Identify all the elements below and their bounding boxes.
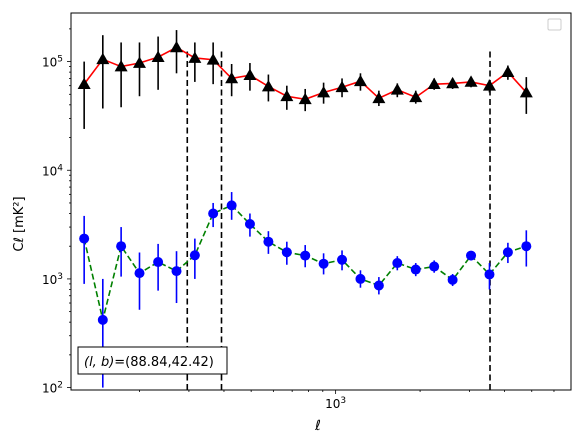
series-1-point-22 — [484, 269, 495, 280]
series-0-point-20 — [446, 76, 460, 89]
series-0-point-21 — [464, 75, 478, 87]
series-1-point-0 — [79, 233, 90, 244]
series-1-point-11 — [281, 247, 292, 258]
plot-area — [77, 30, 533, 390]
series-1-point-10 — [263, 236, 274, 247]
series-1-point-19 — [429, 261, 440, 272]
series-1-point-13 — [318, 258, 329, 269]
series-0-point-14 — [335, 80, 349, 93]
series-1-point-3 — [134, 268, 145, 279]
series-0-point-6 — [188, 51, 202, 63]
series-0-point-15 — [353, 74, 367, 87]
series-1-point-8 — [226, 200, 237, 211]
series-0-point-18 — [409, 90, 423, 103]
series-0-point-1 — [96, 52, 110, 65]
series-0-point-7 — [206, 53, 220, 65]
y-tick-label-2: 104 — [42, 163, 63, 178]
series-0-point-4 — [151, 50, 165, 62]
y-tick-label-3: 105 — [42, 55, 63, 70]
series-0-point-23 — [501, 65, 515, 77]
y-tick-label-0: 102 — [42, 381, 63, 396]
series-1-point-6 — [189, 250, 200, 261]
series-1-point-9 — [244, 219, 255, 230]
series-0-point-0 — [77, 77, 91, 90]
x-tick-label-0: 103 — [325, 396, 346, 411]
x-axis-label: ℓ — [314, 418, 321, 434]
series-1-point-4 — [153, 257, 164, 268]
series-0-point-3 — [132, 56, 146, 68]
series-0-point-13 — [317, 85, 331, 98]
series-1-point-5 — [171, 266, 182, 277]
series-0 — [77, 30, 533, 129]
series-0-point-8 — [225, 71, 239, 84]
axes: 102 103 104 105 103 — [42, 12, 572, 411]
series-1-point-20 — [447, 274, 458, 285]
annotation-value: =(88.84,42.42) — [114, 355, 214, 370]
y-tick-label-1: 103 — [42, 272, 63, 287]
series-1 — [79, 192, 532, 388]
annotation-text: (l, b)=(88.84,42.42) — [84, 355, 214, 370]
series-1-point-12 — [300, 250, 311, 261]
series-1-point-7 — [208, 208, 219, 219]
series-1-point-16 — [373, 280, 384, 291]
series-0-point-12 — [298, 92, 312, 105]
series-0-point-2 — [114, 60, 128, 72]
annotation-prefix: (l, b) — [84, 355, 114, 370]
series-1-point-24 — [521, 241, 532, 252]
legend-box — [547, 18, 562, 31]
y-axis-label: Cℓ [mK²] — [12, 196, 27, 251]
series-1-point-15 — [355, 273, 366, 284]
series-1-point-21 — [466, 250, 477, 261]
series-0-point-24 — [519, 85, 533, 98]
series-0-point-17 — [390, 83, 404, 95]
series-1-point-23 — [502, 247, 513, 258]
series-1-point-17 — [392, 258, 403, 269]
series-0-point-5 — [170, 40, 184, 53]
series-0-point-16 — [372, 91, 386, 104]
series-0-point-10 — [261, 79, 275, 92]
plot-content — [77, 30, 533, 390]
series-0-point-22 — [482, 79, 496, 91]
series-1-point-2 — [116, 241, 127, 252]
series-0-point-19 — [427, 77, 441, 90]
series-0-point-9 — [243, 68, 257, 81]
series-1-point-18 — [410, 264, 421, 275]
series-1-point-14 — [337, 254, 348, 265]
axes-frame — [70, 12, 572, 391]
series-1-point-1 — [97, 314, 108, 325]
series-0-point-11 — [280, 89, 294, 102]
annotation-box: (l, b)=(88.84,42.42) — [77, 346, 228, 375]
